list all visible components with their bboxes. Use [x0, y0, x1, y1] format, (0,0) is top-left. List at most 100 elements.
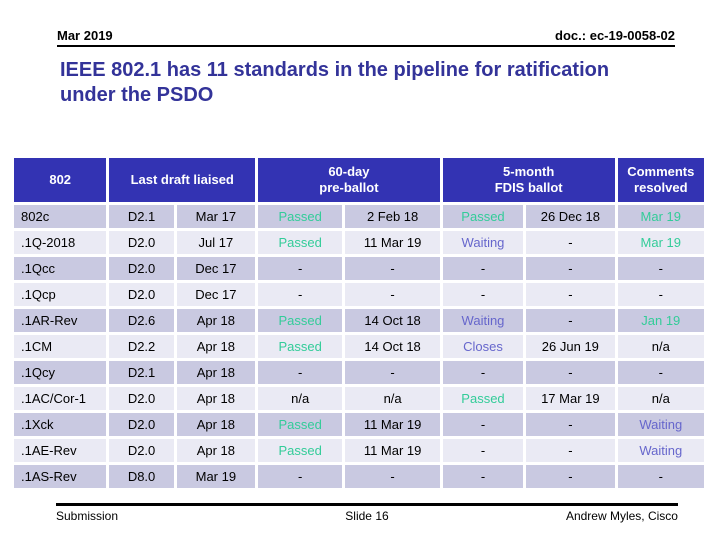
table-cell: D2.0	[109, 439, 174, 462]
table-cell: Dec 17	[176, 257, 256, 280]
table-cell: -	[617, 361, 704, 384]
table-cell: D2.1	[109, 205, 174, 228]
table-cell: Mar 19	[617, 231, 704, 254]
table-row: .1AS-Rev D8.0 Mar 19- - - - -	[14, 465, 704, 488]
table-cell: -	[526, 283, 615, 306]
table-cell: D8.0	[109, 465, 174, 488]
table-cell: Apr 18	[176, 335, 256, 358]
table-cell: Passed	[258, 205, 343, 228]
column-header: 802	[14, 158, 107, 202]
table-cell: Jan 19	[617, 309, 704, 332]
table-cell: Passed	[442, 387, 524, 410]
table-cell: D2.0	[109, 413, 174, 436]
table-cell: Passed	[258, 439, 343, 462]
table-cell: -	[442, 257, 524, 280]
table-cell: D2.6	[109, 309, 174, 332]
column-header: 60-day pre-ballot	[258, 158, 440, 202]
standard-name-cell: .1Qcp	[14, 283, 107, 306]
table-cell: Passed	[258, 309, 343, 332]
table-cell: D2.2	[109, 335, 174, 358]
table-cell: -	[442, 439, 524, 462]
table-cell: D2.0	[109, 257, 174, 280]
standard-name-cell: .1AS-Rev	[14, 465, 107, 488]
standard-name-cell: .1Q-2018	[14, 231, 107, 254]
table-cell: Apr 18	[176, 413, 256, 436]
table-cell: -	[526, 309, 615, 332]
table-cell: -	[258, 465, 343, 488]
standard-name-cell: .1AE-Rev	[14, 439, 107, 462]
table-cell: -	[526, 439, 615, 462]
table-cell: Apr 18	[176, 387, 256, 410]
column-header: Comments resolved	[617, 158, 704, 202]
table-cell: Apr 18	[176, 309, 256, 332]
table-cell: Passed	[258, 413, 343, 436]
footer-submission: Submission	[56, 509, 119, 523]
standard-name-cell: .1AR-Rev	[14, 309, 107, 332]
table-cell: Waiting	[617, 413, 704, 436]
standard-name-cell: 802c	[14, 205, 107, 228]
table-cell: -	[617, 465, 704, 488]
header-date: Mar 2019	[57, 28, 113, 43]
table-cell: -	[258, 257, 343, 280]
table-cell: Mar 19	[176, 465, 256, 488]
table-cell: 2 Feb 18	[345, 205, 440, 228]
table-row: .1AR-Rev D2.6 Apr 18 Passed 14 Oct 18 Waiting…	[14, 309, 704, 332]
table-row: .1AE-Rev D2.0 Apr 18 Passed 11 Mar 19- - Waiti…	[14, 439, 704, 462]
table-cell: Mar 19	[617, 205, 704, 228]
column-header: 5-month FDIS ballot	[442, 158, 615, 202]
table-cell: -	[442, 283, 524, 306]
table-row: .1Qcc D2.0 Dec 17- - - - -	[14, 257, 704, 280]
page-header: Mar 2019 doc.: ec-19-0058-02	[57, 28, 675, 47]
table-cell: Waiting	[617, 439, 704, 462]
table-cell: 26 Dec 18	[526, 205, 615, 228]
table-cell: -	[526, 361, 615, 384]
table-row: .1Q-2018 D2.0 Jul 17 Passed 11 Mar 19 Waiting…	[14, 231, 704, 254]
table-cell: -	[442, 361, 524, 384]
standard-name-cell: .1Qcc	[14, 257, 107, 280]
table-cell: Passed	[258, 335, 343, 358]
table-cell: Closes	[442, 335, 524, 358]
table-cell: Mar 17	[176, 205, 256, 228]
table-cell: -	[345, 283, 440, 306]
table-cell: n/a	[345, 387, 440, 410]
table-cell: D2.1	[109, 361, 174, 384]
table-cell: Apr 18	[176, 361, 256, 384]
page-footer: Submission Slide 16 Andrew Myles, Cisco	[56, 503, 678, 523]
table-cell: -	[442, 413, 524, 436]
table-header-row: 802 Last draft liaised 60-day pre-ballot 5-…	[14, 158, 704, 202]
footer-slide-number: Slide 16	[345, 509, 389, 523]
standard-name-cell: .1AC/Cor-1	[14, 387, 107, 410]
table-cell: Passed	[258, 231, 343, 254]
table-cell: 11 Mar 19	[345, 439, 440, 462]
table-cell: Apr 18	[176, 439, 256, 462]
standard-name-cell: .1CM	[14, 335, 107, 358]
table-cell: -	[617, 283, 704, 306]
table-cell: -	[526, 257, 615, 280]
table-cell: D2.0	[109, 231, 174, 254]
table-row: .1Xck D2.0 Apr 18 Passed 11 Mar 19- - Waiting	[14, 413, 704, 436]
table-cell: 11 Mar 19	[345, 413, 440, 436]
table-row: .1Qcp D2.0 Dec 17- - - - -	[14, 283, 704, 306]
table-cell: n/a	[617, 335, 704, 358]
table-cell: -	[258, 283, 343, 306]
table-cell: -	[526, 413, 615, 436]
table-row: .1Qcy D2.1 Apr 18- - - - -	[14, 361, 704, 384]
table-cell: 26 Jun 19	[526, 335, 615, 358]
table-cell: -	[258, 361, 343, 384]
table-cell: Waiting	[442, 231, 524, 254]
table-cell: Jul 17	[176, 231, 256, 254]
table-cell: -	[345, 361, 440, 384]
table-cell: -	[526, 231, 615, 254]
table-cell: 14 Oct 18	[345, 335, 440, 358]
table-cell: -	[345, 465, 440, 488]
standard-name-cell: .1Qcy	[14, 361, 107, 384]
standards-table: 802 Last draft liaised 60-day pre-ballot 5-…	[11, 155, 707, 491]
table-row: 802c D2.1 Mar 17 Passed 2 Feb 18 Passed 26 Dec…	[14, 205, 704, 228]
slide-title: IEEE 802.1 has 11 standards in the pipel…	[60, 59, 610, 106]
table-cell: -	[526, 465, 615, 488]
table-cell: D2.0	[109, 283, 174, 306]
table-cell: 14 Oct 18	[345, 309, 440, 332]
table-cell: -	[345, 257, 440, 280]
standard-name-cell: .1Xck	[14, 413, 107, 436]
